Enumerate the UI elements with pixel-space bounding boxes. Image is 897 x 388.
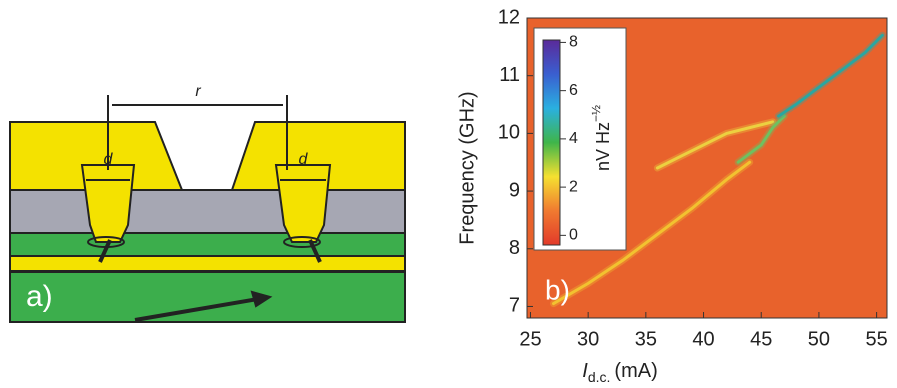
x-symbol: I	[582, 360, 588, 382]
colorbar-label: nV Hz−½	[589, 105, 613, 171]
colorbar-tick-label: 0	[569, 227, 578, 244]
x-tick-label: 30	[577, 328, 599, 350]
y-tick-label: 8	[509, 237, 520, 259]
device-diagram	[9, 95, 406, 323]
x-tick-label: 25	[519, 328, 541, 350]
x-unit: (mA)	[614, 360, 657, 382]
label-d: d	[299, 151, 309, 168]
colorbar-tick-label: 4	[569, 130, 578, 147]
plot-frame	[526, 17, 888, 319]
x-tick-label: 50	[808, 328, 830, 350]
left-arrow	[98, 239, 112, 263]
magnetization-arrow	[134, 297, 259, 322]
x-tick-label: 35	[635, 328, 657, 350]
y-tick-label: 9	[509, 179, 520, 201]
y-axis-label: Frequency (GHz)	[456, 91, 478, 244]
x-tick-label: 55	[865, 328, 887, 350]
right-contact	[230, 121, 406, 191]
right-arrow	[308, 239, 322, 263]
colorbar-tick-label: 2	[569, 178, 578, 195]
spectral-line	[777, 33, 884, 118]
x-axis-label: Id.c. (mA)	[582, 360, 657, 384]
panel-label: a)	[26, 280, 53, 313]
y-tick-label: 11	[499, 64, 520, 86]
green-layer	[9, 232, 406, 257]
spectral-line	[736, 114, 786, 164]
panel-label: b)	[545, 274, 570, 305]
label-r: r	[195, 83, 201, 100]
left-pillar	[80, 164, 136, 243]
colorbar-unit-exponent: −½	[589, 105, 603, 122]
spectral-line	[655, 120, 775, 170]
y-tick-label: 7	[509, 295, 520, 317]
x-tick-label: 45	[750, 328, 772, 350]
arrow-head	[250, 290, 273, 308]
spectral-line	[552, 160, 752, 306]
colorbar-tick-label: 8	[569, 34, 578, 51]
x-subscript: d.c.	[588, 369, 611, 385]
bottom-layer	[9, 271, 406, 323]
colorbar	[542, 39, 561, 246]
left-contact	[9, 121, 184, 191]
y-tick-label: 10	[498, 122, 520, 144]
label-d: d	[104, 151, 114, 168]
yellow-layer	[9, 255, 406, 272]
right-ring	[283, 236, 321, 248]
y-tick-label: 12	[498, 6, 520, 28]
right-pillar	[274, 164, 332, 243]
colorbar-tick-label: 6	[569, 82, 578, 99]
gray-layer	[9, 189, 406, 234]
x-tick-label: 40	[692, 328, 714, 350]
colorbar-unit: nV Hz	[593, 122, 613, 171]
